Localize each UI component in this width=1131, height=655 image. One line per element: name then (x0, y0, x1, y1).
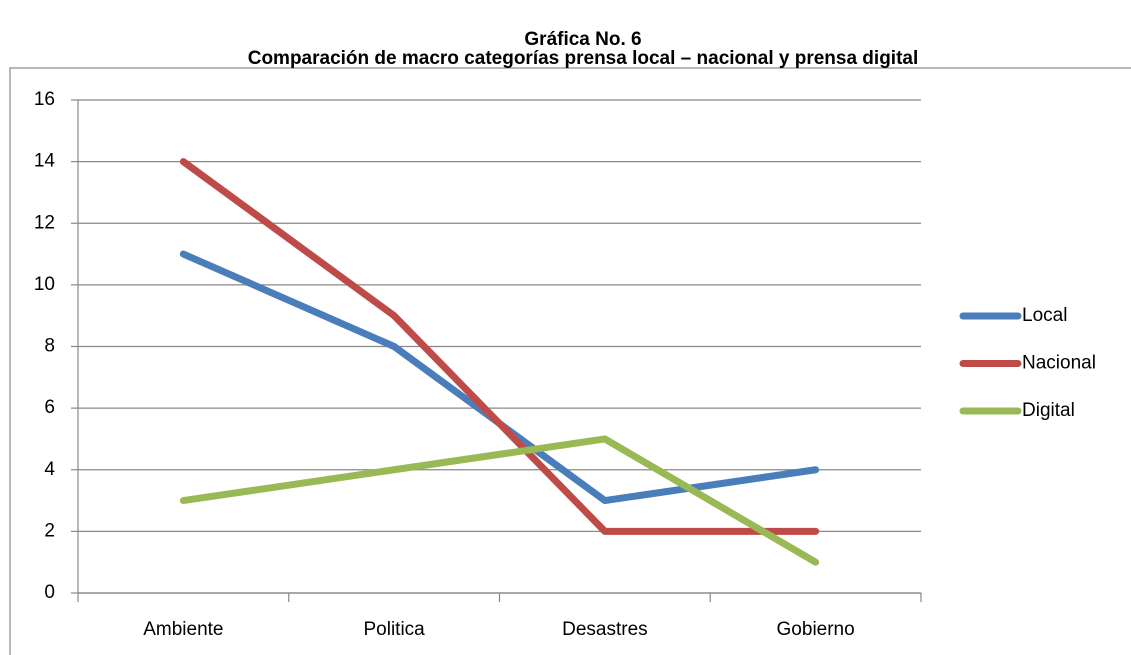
y-tick-label: 16 (34, 89, 55, 110)
series-line (179, 435, 820, 566)
chart-subtitle: Comparación de macro categorías prensa l… (248, 48, 919, 69)
legend-label: Local (1022, 305, 1067, 326)
x-tick-label: Desastres (562, 619, 648, 640)
chart-frame (9, 67, 1131, 655)
y-tick-label: 10 (34, 274, 55, 295)
y-tick-label: 8 (44, 336, 55, 357)
legend-label: Digital (1022, 400, 1075, 421)
y-tick-label: 2 (44, 520, 55, 541)
x-tick-label: Politica (364, 619, 426, 640)
y-tick-label: 14 (34, 151, 56, 172)
y-tick-label: 0 (44, 582, 55, 603)
legend-label: Nacional (1022, 353, 1096, 374)
x-tick-label: Gobierno (777, 619, 855, 640)
y-tick-label: 6 (44, 397, 55, 418)
y-tick-label: 12 (34, 212, 55, 233)
x-tick-label: Ambiente (143, 619, 223, 640)
chart-title: Gráfica No. 6 (524, 29, 641, 50)
y-tick-label: 4 (44, 459, 55, 480)
series-line (179, 250, 820, 505)
series-line (179, 158, 820, 535)
